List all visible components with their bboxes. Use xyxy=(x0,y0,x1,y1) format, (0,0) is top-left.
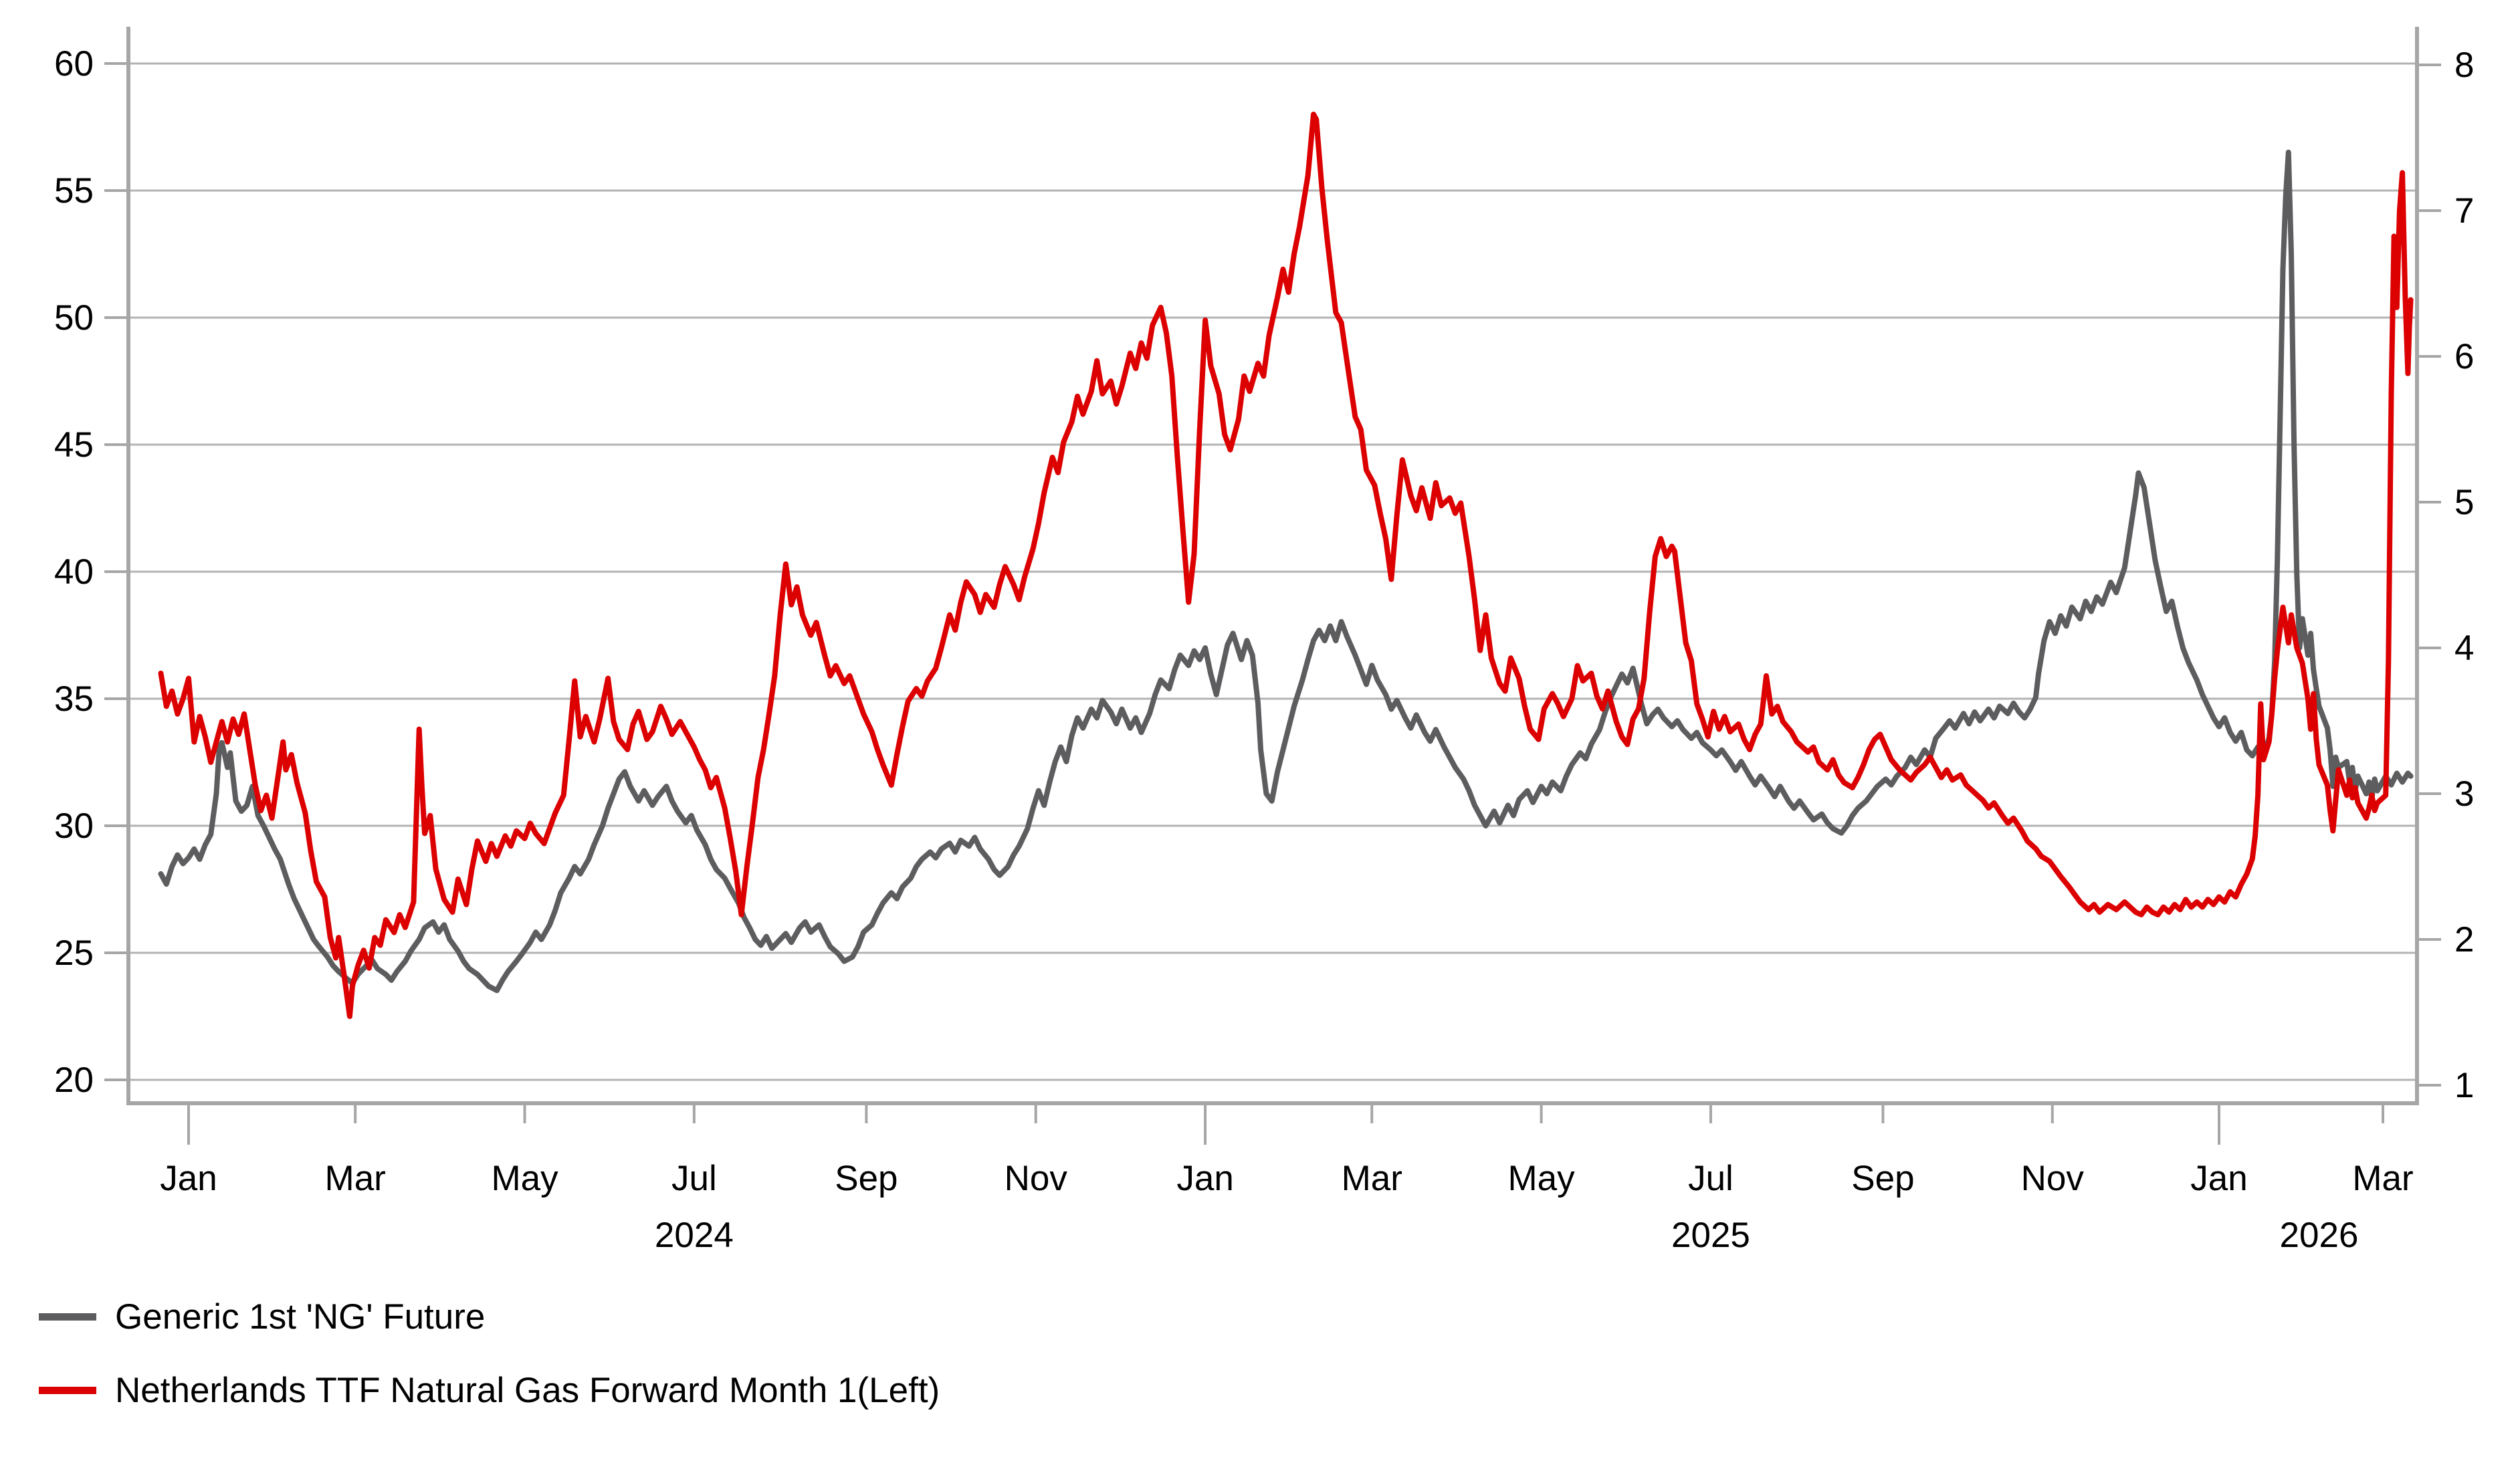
x-axis-month-label-11: Nov xyxy=(2021,1159,2085,1198)
right-axis-label-6: 6 xyxy=(2454,337,2474,376)
left-axis-label-40: 40 xyxy=(54,552,94,592)
left-axis-label-35: 35 xyxy=(54,679,94,719)
right-axis-label-5: 5 xyxy=(2454,483,2474,522)
left-axis-label-25: 25 xyxy=(54,933,94,973)
ttf-line-swatch xyxy=(39,1386,96,1394)
right-axis-label-8: 8 xyxy=(2454,45,2474,85)
left-axis-label-45: 45 xyxy=(54,425,94,465)
right-axis-label-2: 2 xyxy=(2454,920,2474,959)
right-axis-label-4: 4 xyxy=(2454,629,2474,668)
left-axis-label-30: 30 xyxy=(54,806,94,846)
right-axis-label-1: 1 xyxy=(2454,1066,2474,1105)
x-axis-month-label-3: Jul xyxy=(671,1159,717,1198)
x-axis-month-label-2: May xyxy=(491,1159,558,1198)
x-axis-month-label-0: Jan xyxy=(160,1159,217,1198)
x-axis-month-label-10: Sep xyxy=(1851,1159,1914,1198)
ng-future-line-swatch xyxy=(39,1313,96,1321)
x-axis-month-label-4: Sep xyxy=(835,1159,898,1198)
x-axis-month-label-7: Mar xyxy=(1342,1159,1402,1198)
x-axis-month-label-1: Mar xyxy=(325,1159,386,1198)
x-axis-month-label-5: Nov xyxy=(1005,1159,1068,1198)
left-axis-label-55: 55 xyxy=(54,171,94,211)
x-axis-month-label-8: May xyxy=(1508,1159,1576,1198)
x-axis-month-label-12: Jan xyxy=(2190,1159,2247,1198)
series-line-ttf xyxy=(158,112,2414,1019)
legend-item-ng-future: Generic 1st 'NG' Future xyxy=(39,1296,940,1337)
chart-legend: Generic 1st 'NG' Future Netherlands TTF … xyxy=(39,1296,940,1443)
series-line-ng-future xyxy=(158,149,2414,994)
x-axis-year-label-2026: 2026 xyxy=(2280,1216,2359,1255)
x-axis-month-label-6: Jan xyxy=(1176,1159,1233,1198)
right-axis-label-7: 7 xyxy=(2454,191,2474,231)
legend-label-ttf: Netherlands TTF Natural Gas Forward Mont… xyxy=(115,1370,940,1410)
right-axis-label-3: 3 xyxy=(2454,774,2474,814)
x-axis-month-label-9: Jul xyxy=(1688,1159,1734,1198)
left-axis-label-60: 60 xyxy=(54,44,94,84)
x-axis-month-label-13: Mar xyxy=(2352,1159,2413,1198)
left-axis-label-50: 50 xyxy=(54,298,94,338)
legend-label-ng-future: Generic 1st 'NG' Future xyxy=(115,1296,486,1337)
x-axis-year-label-2024: 2024 xyxy=(655,1216,734,1255)
legend-item-ttf: Netherlands TTF Natural Gas Forward Mont… xyxy=(39,1369,940,1411)
left-axis-label-20: 20 xyxy=(54,1060,94,1100)
x-axis-year-label-2025: 2025 xyxy=(1671,1216,1750,1255)
